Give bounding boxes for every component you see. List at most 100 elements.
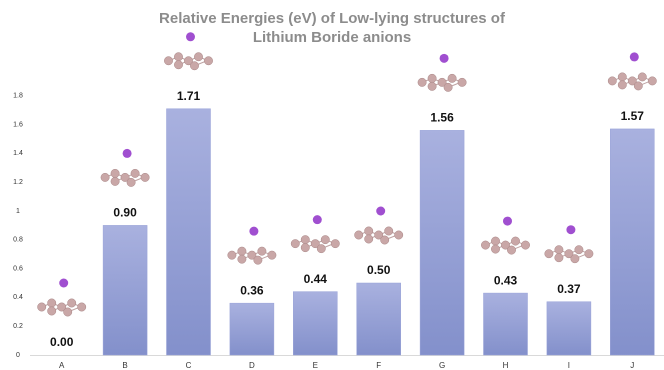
- y-tick-label: 1.4: [13, 150, 23, 157]
- boron-atom: [618, 73, 626, 81]
- boron-atom: [648, 77, 656, 85]
- bar: [230, 303, 274, 355]
- value-label: 1.71: [177, 89, 201, 103]
- boron-atom: [38, 303, 46, 311]
- boron-atom: [365, 235, 373, 243]
- boron-atom: [458, 78, 466, 86]
- boron-atom: [194, 53, 202, 61]
- bar: [547, 302, 591, 355]
- boron-atom: [301, 243, 309, 251]
- boron-atom: [317, 244, 325, 252]
- x-tick-label: H: [503, 361, 509, 370]
- x-tick-label: F: [376, 361, 381, 370]
- value-label: 0.44: [304, 272, 328, 286]
- lithium-atom: [440, 54, 449, 63]
- boron-atom: [608, 77, 616, 85]
- boron-atom: [428, 82, 436, 90]
- boron-atom: [258, 247, 266, 255]
- x-tick-label: D: [249, 361, 255, 370]
- lithium-atom: [630, 52, 639, 61]
- boron-atom: [268, 251, 276, 259]
- y-tick-label: 0: [16, 352, 20, 359]
- x-tick-label: G: [439, 361, 445, 370]
- lithium-atom: [123, 149, 132, 158]
- value-label: 0.37: [557, 282, 581, 296]
- boron-atom: [111, 169, 119, 177]
- boron-atom: [254, 256, 262, 264]
- boron-atom: [48, 299, 56, 307]
- boron-atom: [321, 235, 329, 243]
- x-tick-label: B: [122, 361, 127, 370]
- bar: [167, 109, 211, 355]
- chart-title: Lithium Boride anions: [253, 29, 411, 46]
- bar: [484, 293, 528, 355]
- boron-atom: [141, 173, 149, 181]
- boron-atom: [491, 245, 499, 253]
- boron-atom: [481, 241, 489, 249]
- y-tick-label: 1.6: [13, 121, 23, 128]
- boron-atom: [238, 255, 246, 263]
- boron-atom: [521, 241, 529, 249]
- x-tick-label: J: [630, 361, 634, 370]
- lithium-atom: [376, 207, 385, 216]
- value-label: 0.90: [113, 206, 137, 220]
- boron-atom: [111, 177, 119, 185]
- y-tick-label: 0.6: [13, 265, 23, 272]
- boron-atom: [238, 247, 246, 255]
- boron-atom: [174, 53, 182, 61]
- bar: [357, 283, 401, 355]
- boron-atom: [511, 237, 519, 245]
- boron-atom: [127, 178, 135, 186]
- boron-atom: [448, 74, 456, 82]
- boron-atom: [204, 57, 212, 65]
- boron-atom: [301, 235, 309, 243]
- boron-atom: [444, 83, 452, 91]
- boron-atom: [63, 308, 71, 316]
- boron-atom: [228, 251, 236, 259]
- lithium-atom: [313, 215, 322, 224]
- boron-atom: [585, 250, 593, 258]
- value-label: 0.36: [240, 283, 264, 297]
- boron-atom: [428, 74, 436, 82]
- chart-title: Relative Energies (eV) of Low-lying stru…: [159, 10, 506, 27]
- boron-atom: [385, 227, 393, 235]
- lithium-atom: [59, 279, 68, 288]
- boron-atom: [355, 231, 363, 239]
- boron-atom: [507, 246, 515, 254]
- bar: [293, 292, 337, 355]
- boron-atom: [575, 246, 583, 254]
- x-tick-label: A: [59, 361, 65, 370]
- value-label: 0.00: [50, 335, 74, 349]
- boron-atom: [331, 239, 339, 247]
- y-tick-label: 0.8: [13, 237, 23, 244]
- boron-atom: [48, 307, 56, 315]
- y-tick-label: 1.8: [13, 93, 23, 100]
- value-label: 1.57: [621, 109, 645, 123]
- boron-atom: [545, 250, 553, 258]
- bar: [103, 225, 147, 355]
- bar: [420, 130, 464, 355]
- boron-atom: [101, 173, 109, 181]
- boron-atom: [618, 81, 626, 89]
- chart: Relative Energies (eV) of Low-lying stru…: [0, 0, 664, 370]
- value-label: 1.56: [430, 111, 454, 125]
- lithium-atom: [566, 225, 575, 234]
- boron-atom: [78, 303, 86, 311]
- boron-atom: [381, 236, 389, 244]
- boron-atom: [555, 254, 563, 262]
- y-tick-label: 1: [16, 208, 20, 215]
- value-label: 0.43: [494, 273, 518, 287]
- boron-atom: [395, 231, 403, 239]
- lithium-atom: [186, 32, 195, 41]
- lithium-atom: [249, 227, 258, 236]
- value-label: 0.50: [367, 263, 391, 277]
- x-tick-label: C: [186, 361, 192, 370]
- bar: [610, 129, 654, 355]
- boron-atom: [68, 299, 76, 307]
- boron-atom: [174, 61, 182, 69]
- boron-atom: [131, 169, 139, 177]
- boron-atom: [365, 227, 373, 235]
- boron-atom: [571, 255, 579, 263]
- x-tick-label: E: [313, 361, 318, 370]
- y-tick-label: 0.2: [13, 323, 23, 330]
